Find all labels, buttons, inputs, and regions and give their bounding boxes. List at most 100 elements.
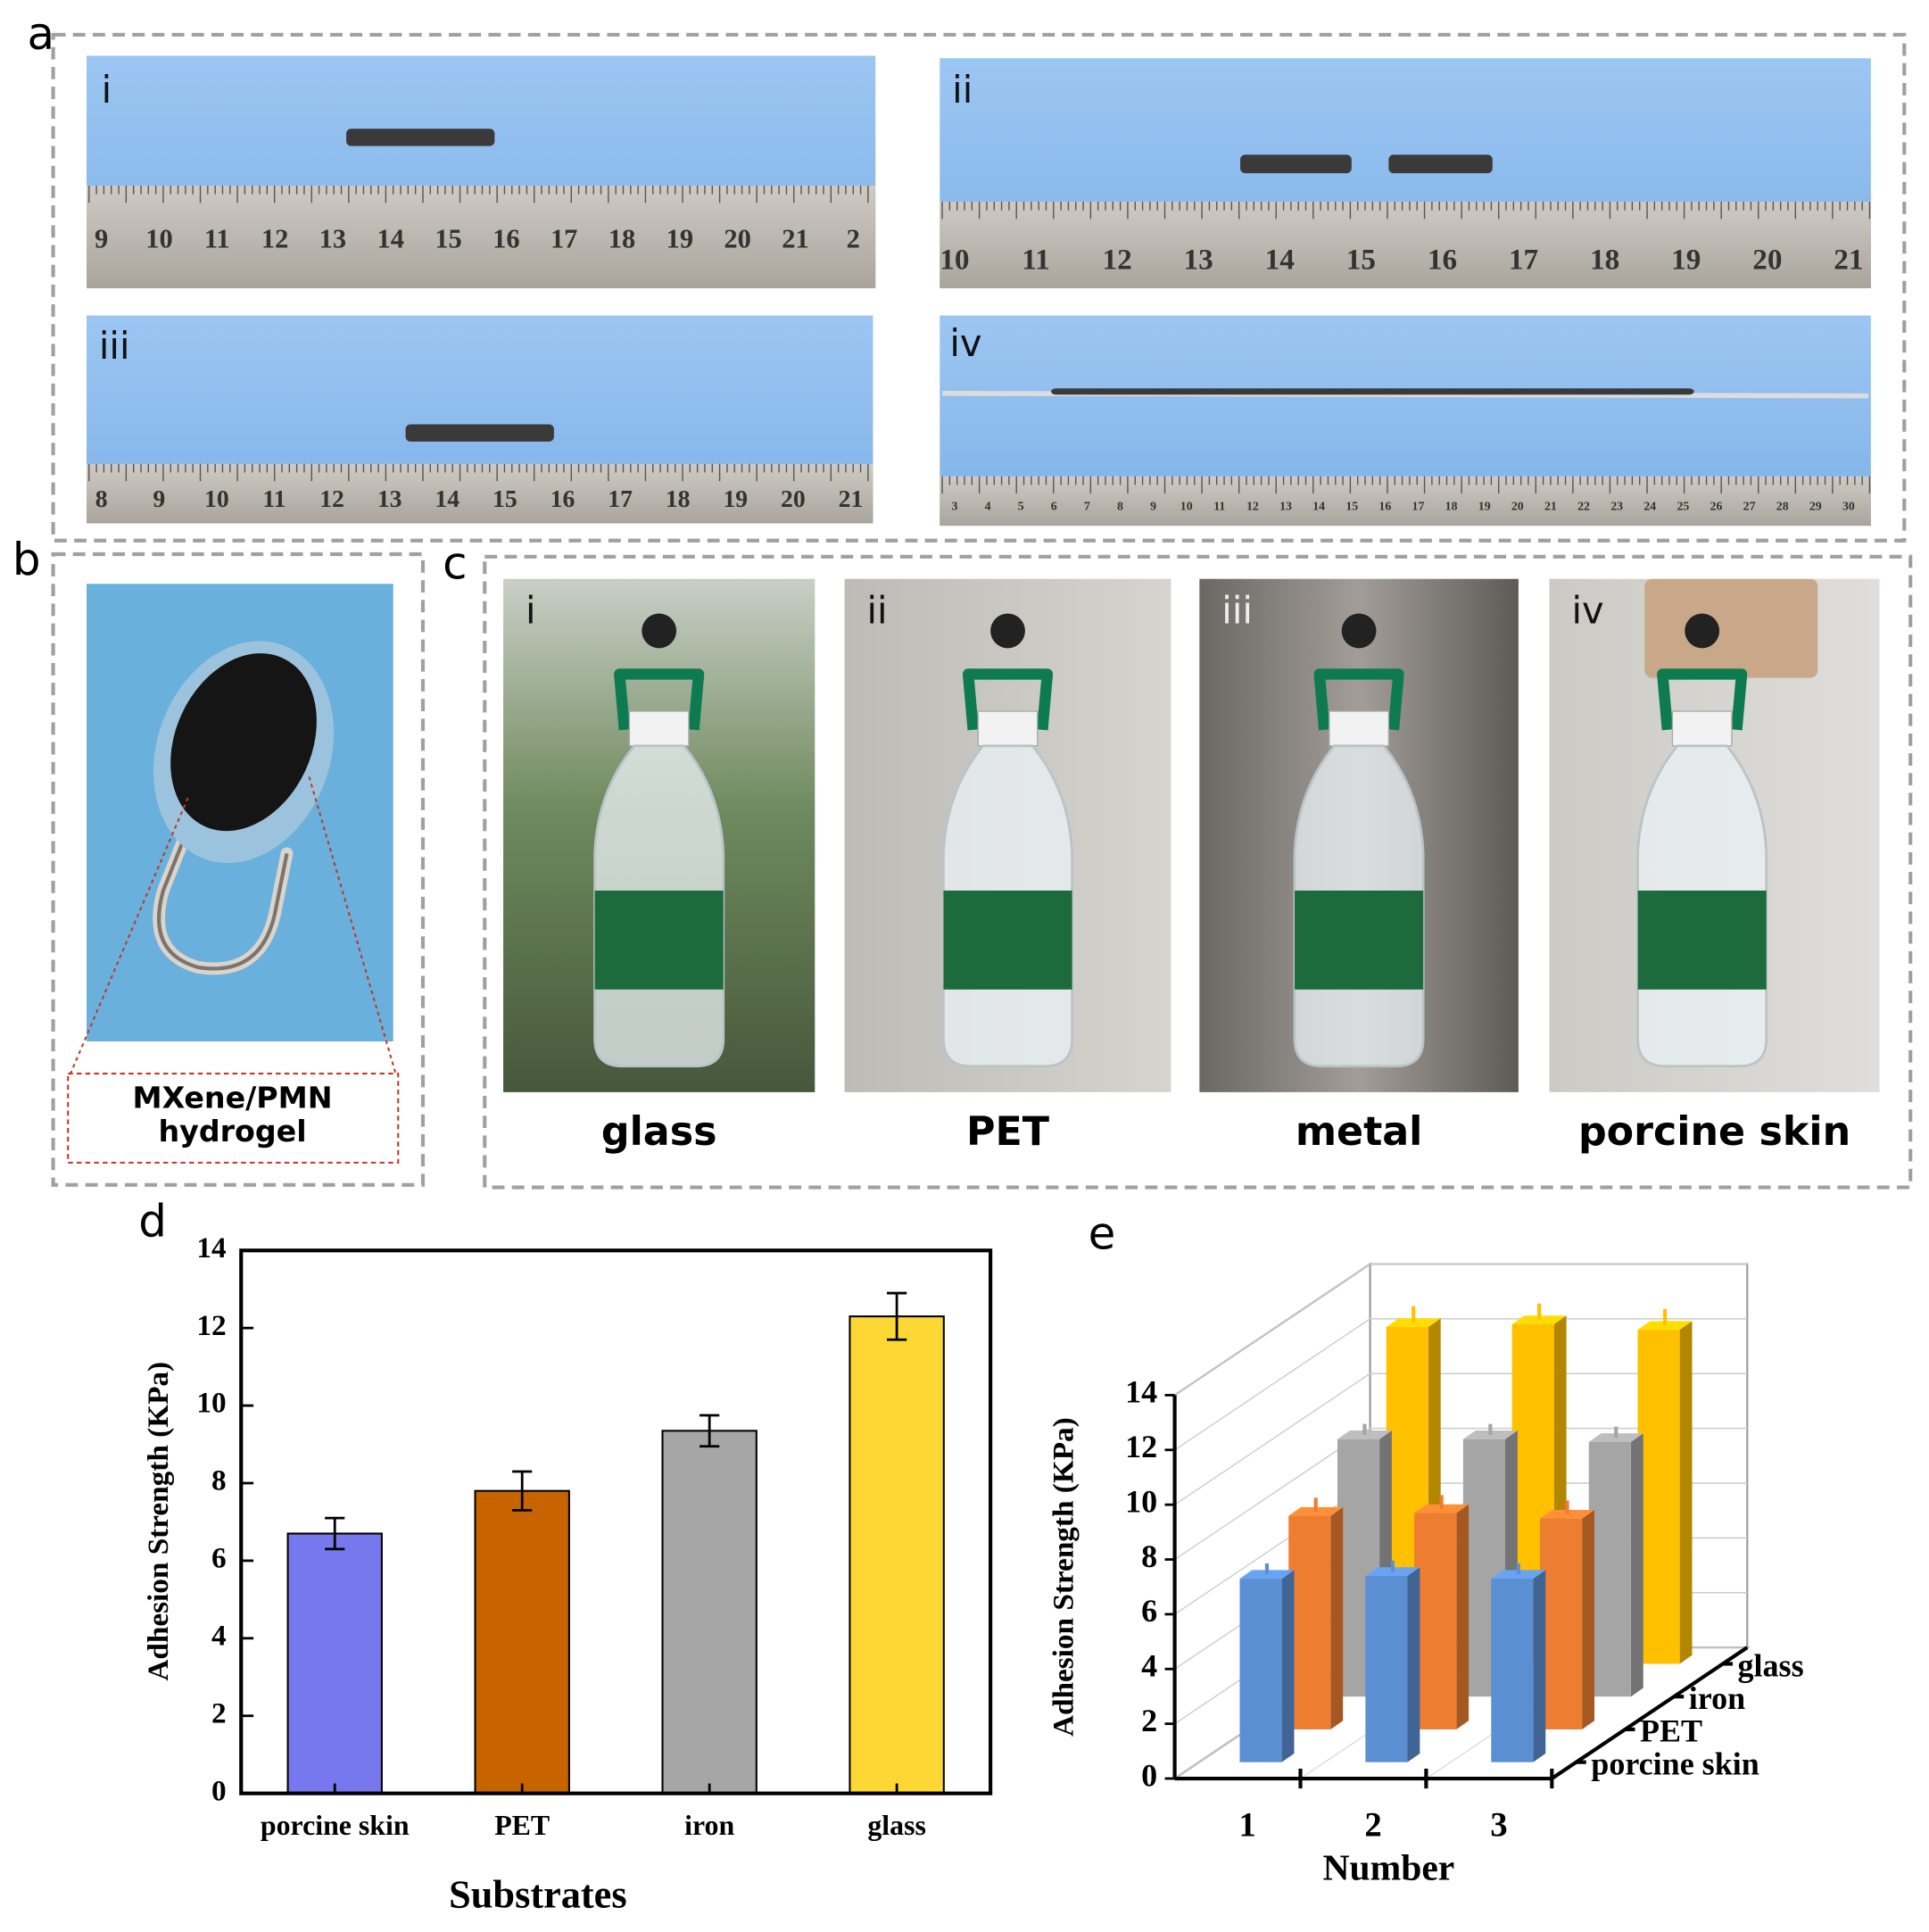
bottle-cap: [1671, 710, 1733, 747]
ruler-number: 21: [782, 223, 808, 253]
ruler-number: 3: [951, 500, 957, 513]
sample: [1051, 388, 1694, 395]
bottle-cap: [1329, 710, 1390, 747]
photo-label: ii: [952, 68, 973, 112]
y-tick-label: 10: [1125, 1483, 1157, 1519]
panel-a-frame: [51, 32, 1907, 543]
ruler-number: 19: [1478, 500, 1491, 513]
holder: [1313, 668, 1404, 731]
photo-label: iii: [1221, 589, 1253, 633]
bar-side: [1281, 1570, 1295, 1762]
hydrogel: [642, 613, 677, 649]
bar-side: [1456, 1504, 1470, 1729]
substrate-label: metal: [1296, 1109, 1423, 1155]
bottle-label: [1295, 890, 1424, 990]
y-tick-label: 6: [1141, 1593, 1157, 1629]
panel-letter: d: [138, 1196, 167, 1248]
sample: [346, 129, 495, 146]
y-tick-label: 10: [196, 1387, 226, 1420]
ruler-number: 11: [1213, 500, 1225, 513]
ruler-number: 8: [1117, 500, 1123, 513]
photo-label: iv: [949, 321, 981, 365]
photo-label: iii: [99, 324, 130, 368]
series-label: PET: [1640, 1713, 1702, 1749]
bar: [1239, 1579, 1282, 1762]
ruler-number: 13: [319, 223, 346, 253]
ruler-number: 19: [723, 485, 748, 512]
ruler-number: 23: [1610, 500, 1623, 513]
ruler: [940, 202, 1871, 289]
bar-top: [1511, 1315, 1567, 1324]
ruler-number: 10: [1180, 500, 1193, 513]
x-axis-title: Number: [1322, 1847, 1454, 1888]
bar: [1540, 1518, 1583, 1729]
photo-label: iv: [1571, 589, 1603, 633]
ruler-number: 30: [1842, 500, 1855, 513]
photo-label: i: [526, 589, 536, 633]
bottle-cap: [977, 710, 1039, 747]
ruler-number: 25: [1676, 500, 1689, 513]
ruler-number: 15: [493, 485, 517, 512]
bar: [286, 1532, 383, 1795]
ruler-number: 26: [1710, 500, 1723, 513]
ruler-number: 10: [145, 223, 172, 253]
y-axis-title: Adhesion Strength (KPa): [142, 1362, 175, 1681]
ruler-number: 9: [153, 485, 165, 512]
bar-side: [1330, 1506, 1344, 1729]
ruler-number: 18: [1445, 500, 1458, 513]
ruler-number: 21: [1834, 244, 1863, 277]
y-axis-title: Adhesion Strength (KPa): [1047, 1417, 1080, 1737]
y-tick-label: 12: [196, 1309, 226, 1342]
sample: [1388, 154, 1493, 174]
y-tick-label: 14: [1125, 1374, 1157, 1410]
ruler-number: 17: [1509, 244, 1538, 277]
ruler-number: 18: [666, 485, 691, 512]
ruler-number: 24: [1643, 500, 1656, 513]
ruler-number: 22: [1577, 500, 1590, 513]
grid-line: [1174, 1372, 1370, 1505]
bar: [1588, 1441, 1631, 1697]
hook-shadow: [157, 803, 289, 971]
bottle-label: [594, 890, 724, 990]
panel-letter: e: [1089, 1208, 1116, 1260]
ruler-number: 11: [262, 485, 286, 512]
bar-side: [1533, 1570, 1546, 1762]
y-tick-label: 2: [211, 1696, 227, 1729]
bar-side: [1630, 1433, 1643, 1697]
bar: [1491, 1579, 1534, 1762]
ruler-number: 9: [1150, 500, 1156, 513]
series-label: iron: [1689, 1680, 1745, 1716]
panel-letter: c: [443, 537, 467, 589]
caption: hydrogel: [158, 1114, 306, 1148]
bar-side: [1407, 1567, 1420, 1762]
ruler: [940, 476, 1871, 527]
x-tick-label: porcine skin: [261, 1810, 410, 1841]
ruler-number: 16: [1428, 244, 1457, 277]
ruler-number: 20: [1752, 244, 1782, 277]
holder: [1657, 668, 1748, 731]
ruler-number: 15: [435, 223, 461, 253]
x-tick-label: 1: [1238, 1805, 1255, 1844]
ruler-number: 20: [781, 485, 806, 512]
porcine-skin: [1644, 578, 1818, 678]
bottle-label: [943, 890, 1072, 990]
ruler-number: 18: [1590, 244, 1619, 277]
grid-line: [1174, 1318, 1370, 1451]
ruler-number: 27: [1743, 500, 1756, 513]
bar-side: [1582, 1509, 1594, 1729]
bar: [849, 1315, 945, 1795]
holder: [962, 668, 1054, 731]
y-tick-label: 0: [211, 1774, 227, 1807]
ruler-number: 16: [1378, 500, 1391, 513]
ruler-number: 10: [204, 485, 229, 512]
bottle-cap: [628, 710, 690, 747]
bar: [474, 1489, 570, 1795]
series-label: glass: [1738, 1647, 1804, 1683]
ruler: [87, 185, 876, 289]
caption: MXene/PMN: [133, 1081, 333, 1115]
ruler-number: 28: [1776, 500, 1789, 513]
photo-label: i: [102, 68, 112, 112]
ruler-number: 11: [204, 223, 230, 253]
bar: [661, 1430, 758, 1795]
